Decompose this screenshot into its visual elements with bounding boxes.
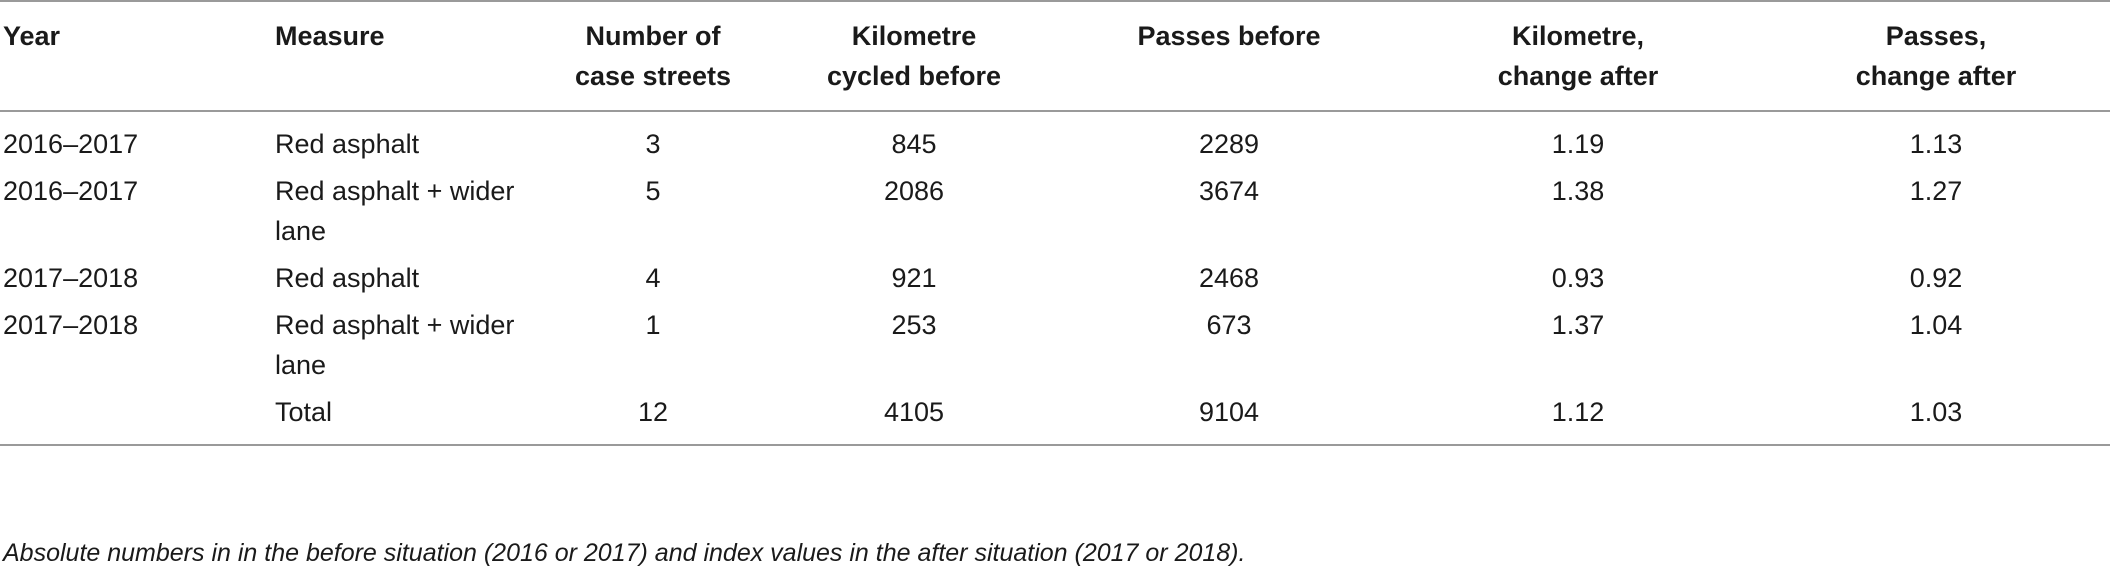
header-measure: Measure [275,21,385,51]
header-passes-change-after: Passes, change after [1855,21,2017,91]
cell-passes-change: 1.04 [1909,310,1963,340]
cell-passes-before: 3674 [1198,176,1260,206]
cell-passes-before: 2468 [1198,263,1260,293]
cell-passes-before: 673 [1206,310,1252,340]
cell-passes-change: 1.13 [1909,129,1963,159]
cell-year: 2017–2018 [3,263,139,293]
table-row-total: Total 12 4105 9104 1.12 1.03 [0,392,2110,445]
cell-streets: 1 [645,310,661,340]
cell-measure: Total [275,397,333,427]
table-body: 2016–2017 Red asphalt 3 845 2289 1.19 1.… [0,111,2110,445]
table-row: 2017–2018 Red asphalt + wider lane 1 253… [0,305,2110,392]
cell-passes-change: 1.03 [1909,397,1963,427]
data-table-container: Year Measure Number of case streets Kilo… [0,1,2110,445]
cell-measure: Red asphalt [275,263,420,293]
table-header: Year Measure Number of case streets Kilo… [0,1,2110,111]
table-row: 2016–2017 Red asphalt + wider lane 5 208… [0,171,2110,258]
header-kilometre-cycled-before: Kilometre cycled before [826,21,1002,91]
cell-passes-before: 9104 [1198,397,1260,427]
header-passes-before: Passes before [1137,21,1321,51]
cell-km-change: 1.38 [1551,176,1605,206]
table-row: 2017–2018 Red asphalt 4 921 2468 0.93 0.… [0,258,2110,305]
cell-streets: 4 [645,263,661,293]
header-kilometre-change-after: Kilometre, change after [1497,21,1659,91]
cell-passes-change: 1.27 [1909,176,1963,206]
cell-km-change: 0.93 [1551,263,1605,293]
cell-km-before: 845 [891,129,937,159]
cell-km-change: 1.19 [1551,129,1605,159]
cell-streets: 5 [645,176,661,206]
table-caption: Absolute numbers in in the before situat… [3,539,1246,567]
header-year: Year [3,21,61,51]
cell-passes-change: 0.92 [1909,263,1963,293]
cell-measure: Red asphalt [275,129,420,159]
cell-year: 2016–2017 [3,129,139,159]
data-table: Year Measure Number of case streets Kilo… [0,1,2110,445]
cell-streets: 12 [637,397,669,427]
cell-measure: Red asphalt + wider lane [275,310,515,380]
cell-year [0,392,272,445]
cell-km-before: 4105 [883,397,945,427]
header-row: Year Measure Number of case streets Kilo… [0,1,2110,111]
cell-year: 2017–2018 [3,310,139,340]
cell-km-change: 1.12 [1551,397,1605,427]
cell-km-before: 253 [891,310,937,340]
header-number-of-case-streets: Number of case streets [574,21,732,91]
cell-year: 2016–2017 [3,176,139,206]
cell-streets: 3 [645,129,661,159]
cell-km-before: 2086 [883,176,945,206]
cell-passes-before: 2289 [1198,129,1260,159]
cell-km-before: 921 [891,263,937,293]
cell-measure: Red asphalt + wider lane [275,176,515,246]
cell-km-change: 1.37 [1551,310,1605,340]
table-row: 2016–2017 Red asphalt 3 845 2289 1.19 1.… [0,111,2110,171]
